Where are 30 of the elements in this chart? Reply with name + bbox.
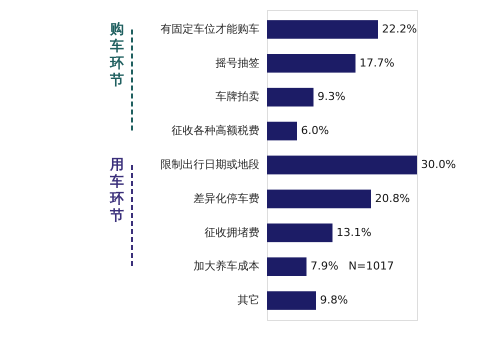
y-tick-label: 差异化停车费	[194, 192, 260, 205]
data-label: 6.0%	[301, 124, 329, 138]
y-tick-label: 有固定车位才能购车	[160, 22, 260, 36]
text: 用车环节	[109, 157, 124, 224]
y-tick-label: 征收拥堵费	[204, 226, 260, 239]
data-label: 7.9%	[310, 260, 338, 273]
bar	[267, 291, 316, 310]
annotation: N=1017	[348, 260, 394, 273]
bar	[267, 20, 378, 39]
y-tick-label: 摇号抽签	[216, 56, 260, 70]
bar	[267, 223, 332, 242]
y-tick-label: 其它	[238, 294, 260, 307]
bar	[267, 257, 306, 276]
text: 购车环节	[109, 21, 124, 88]
data-label: 9.8%	[320, 294, 348, 307]
data-label: 22.2%	[382, 22, 417, 36]
bar	[267, 190, 371, 208]
data-label: 20.8%	[375, 192, 410, 205]
y-tick-label: 加大养车成本	[194, 260, 260, 273]
y-tick-label: 限制出行日期或地段	[160, 158, 260, 171]
bar	[267, 88, 314, 107]
y-tick-label: 征收各种高额税费	[172, 124, 260, 138]
data-label: 17.7%	[360, 56, 394, 70]
bar	[267, 156, 417, 174]
data-label: 9.3%	[318, 90, 346, 104]
y-tick-label: 车牌拍卖	[216, 90, 260, 104]
data-label: 13.1%	[336, 226, 372, 239]
bar	[267, 122, 297, 140]
bar	[267, 54, 356, 73]
data-label: 30.0%	[421, 158, 456, 171]
